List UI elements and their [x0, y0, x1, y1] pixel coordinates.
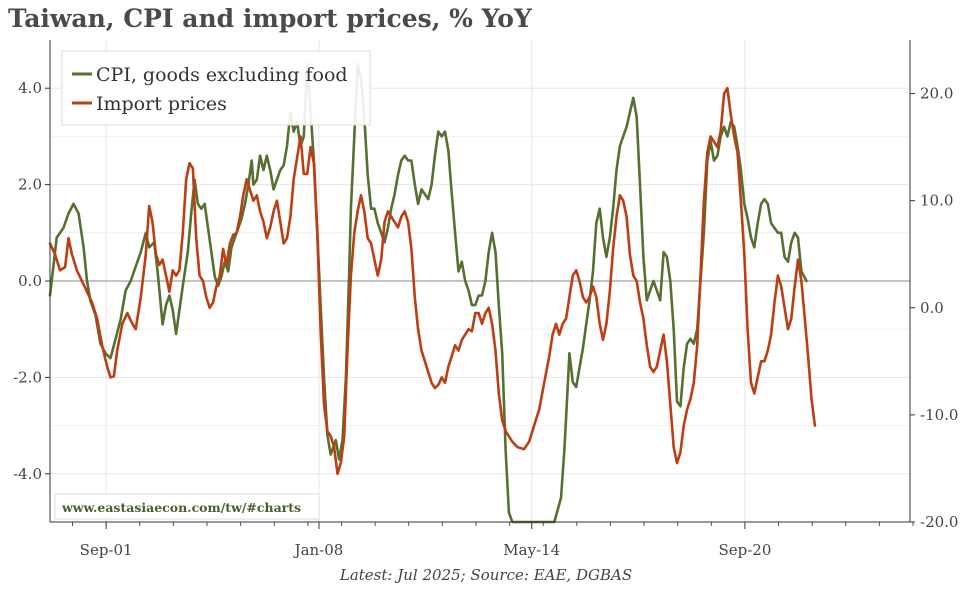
y-right-tick-label: 0.0 — [920, 299, 944, 317]
y-right-tick-label: -20.0 — [920, 513, 958, 531]
legend-label-import-prices: Import prices — [96, 93, 227, 115]
x-tick-label: Sep-01 — [80, 541, 133, 559]
legend-box — [61, 50, 371, 126]
x-tick-label: Sep-20 — [718, 541, 771, 559]
watermark-box — [54, 493, 320, 520]
legend-label-cpi: CPI, goods excluding food — [96, 64, 348, 86]
source-footer: Latest: Jul 2025; Source: EAE, DGBAS — [339, 566, 633, 584]
y-left-tick-label: -4.0 — [13, 465, 42, 483]
chart-title: Taiwan, CPI and import prices, % YoY — [8, 4, 532, 33]
y-left-tick-label: 2.0 — [18, 176, 42, 194]
series-layer — [48, 62, 817, 524]
axes — [45, 40, 915, 529]
y-right-tick-label: 10.0 — [920, 192, 953, 210]
legend: CPI, goods excluding food Import prices — [61, 50, 371, 126]
y-left-tick-label: 4.0 — [18, 79, 42, 97]
y-left-tick-label: 0.0 — [18, 272, 42, 290]
y-right-tick-label: -10.0 — [920, 406, 958, 424]
series-line-import-prices — [48, 86, 817, 476]
watermark-text: www.eastasiaecon.com/tw/#charts — [61, 500, 301, 515]
y-right-tick-label: 20.0 — [920, 85, 953, 103]
watermark: www.eastasiaecon.com/tw/#charts — [54, 493, 320, 520]
y-left-tick-label: -2.0 — [13, 368, 42, 386]
tick-labels: 4.0 2.0 0.0 -2.0 -4.0 Sep-01 Jan-08 May-14 Sep-2… — [13, 79, 958, 559]
series-line-cpi — [48, 62, 808, 524]
x-tick-label: Jan-08 — [293, 541, 344, 559]
x-tick-label: May-14 — [503, 541, 560, 559]
